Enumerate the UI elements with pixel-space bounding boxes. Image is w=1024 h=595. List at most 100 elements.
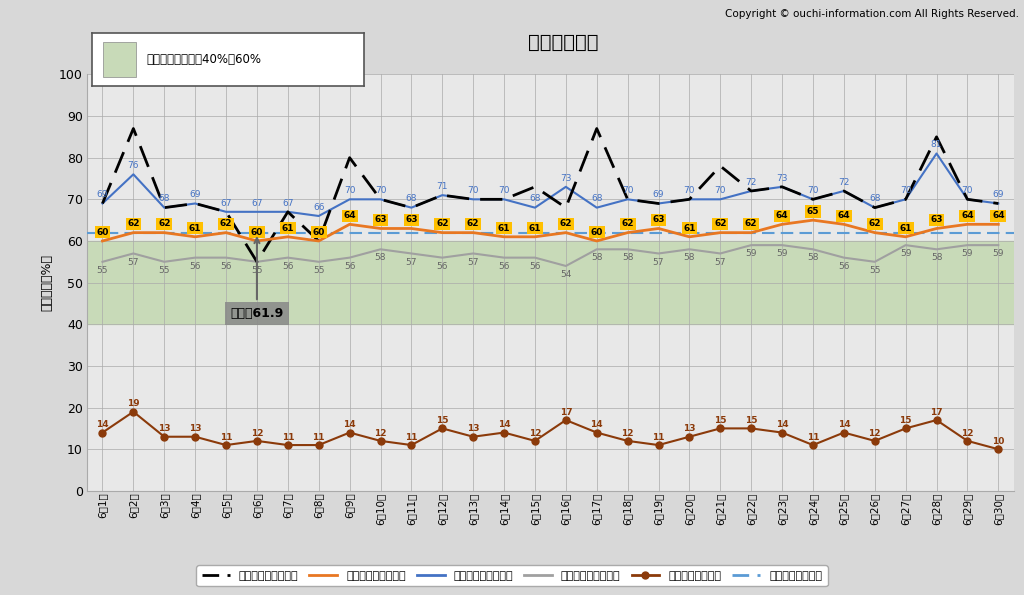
Text: 62: 62: [220, 220, 232, 228]
Text: 70: 70: [375, 186, 386, 195]
Text: 69: 69: [992, 190, 1005, 199]
Text: 70: 70: [807, 186, 819, 195]
Text: 76: 76: [128, 161, 139, 170]
Text: 54: 54: [560, 270, 571, 279]
Text: 63: 63: [374, 215, 387, 224]
Text: 14: 14: [96, 420, 109, 429]
Text: 81: 81: [931, 140, 942, 149]
Text: 55: 55: [159, 266, 170, 275]
Text: 13: 13: [158, 424, 171, 433]
Text: 11: 11: [220, 433, 232, 441]
Text: 12: 12: [962, 428, 974, 437]
Text: 64: 64: [992, 211, 1005, 220]
Text: 64: 64: [776, 211, 788, 220]
Text: 56: 56: [344, 262, 355, 271]
Text: 59: 59: [745, 249, 757, 258]
Bar: [87, 241, 1014, 324]
Text: 58: 58: [375, 253, 386, 262]
Text: 71: 71: [436, 182, 449, 191]
Text: 62: 62: [467, 220, 479, 228]
Text: 相対湿度比較: 相対湿度比較: [528, 33, 598, 52]
Text: 67: 67: [220, 199, 231, 208]
Text: 56: 56: [436, 262, 449, 271]
Text: 69: 69: [96, 190, 109, 199]
Text: 68: 68: [406, 195, 417, 203]
Text: 70: 70: [499, 186, 510, 195]
Text: 14: 14: [343, 420, 356, 429]
Text: 65: 65: [807, 207, 819, 216]
Text: 17: 17: [559, 408, 572, 416]
Text: 58: 58: [807, 253, 819, 262]
Text: 59: 59: [776, 249, 787, 258]
Text: 55: 55: [869, 266, 881, 275]
Text: 67: 67: [251, 199, 263, 208]
Text: 57: 57: [715, 258, 726, 267]
Text: 68: 68: [529, 195, 541, 203]
Text: 64: 64: [962, 211, 974, 220]
Text: 14: 14: [498, 420, 510, 429]
Text: 68: 68: [591, 195, 602, 203]
Text: 55: 55: [251, 266, 263, 275]
Text: 12: 12: [251, 428, 263, 437]
Text: 69: 69: [652, 190, 665, 199]
Text: 56: 56: [220, 262, 231, 271]
Text: 13: 13: [188, 424, 202, 433]
Text: 11: 11: [312, 433, 325, 441]
Text: 55: 55: [96, 266, 109, 275]
Text: 70: 70: [467, 186, 479, 195]
Text: 67: 67: [282, 199, 294, 208]
Text: 56: 56: [282, 262, 294, 271]
Text: 12: 12: [528, 428, 542, 437]
Text: 62: 62: [744, 220, 758, 228]
Text: 15: 15: [899, 416, 912, 425]
Text: 73: 73: [560, 174, 571, 183]
Text: 70: 70: [684, 186, 695, 195]
Text: 60: 60: [591, 228, 603, 237]
Text: 56: 56: [499, 262, 510, 271]
Text: 70: 70: [622, 186, 634, 195]
Text: 58: 58: [622, 253, 634, 262]
Text: 15: 15: [714, 416, 727, 425]
Legend: 屋外の平均相対湿度, 一日の平均相対湿度, 一日の最高相対湿度, 一日の最低相対湿度, 屋内の相対湿度差, 月の平均相対湿度: 屋外の平均相対湿度, 一日の平均相対湿度, 一日の最高相対湿度, 一日の最低相対…: [197, 565, 827, 587]
Text: 62: 62: [868, 220, 881, 228]
Text: 70: 70: [900, 186, 911, 195]
Text: 17: 17: [930, 408, 943, 416]
Text: 61: 61: [498, 224, 510, 233]
Text: 14: 14: [591, 420, 603, 429]
Text: 57: 57: [406, 258, 417, 267]
Text: 56: 56: [529, 262, 541, 271]
Text: 62: 62: [436, 220, 449, 228]
Text: 58: 58: [931, 253, 942, 262]
Text: 14: 14: [838, 420, 850, 429]
Text: 72: 72: [745, 178, 757, 187]
Text: 11: 11: [282, 433, 294, 441]
Text: 19: 19: [127, 399, 139, 408]
Text: 64: 64: [343, 211, 356, 220]
Text: 73: 73: [776, 174, 787, 183]
Text: 68: 68: [159, 195, 170, 203]
Text: 15: 15: [436, 416, 449, 425]
Text: 70: 70: [962, 186, 973, 195]
Text: 62: 62: [127, 220, 139, 228]
Text: 10: 10: [992, 437, 1005, 446]
Text: 11: 11: [406, 433, 418, 441]
Text: 61: 61: [899, 224, 912, 233]
Text: 66: 66: [313, 203, 325, 212]
Text: 72: 72: [839, 178, 850, 187]
Text: 61: 61: [528, 224, 542, 233]
Text: 60: 60: [251, 228, 263, 237]
Text: 70: 70: [715, 186, 726, 195]
Text: 14: 14: [776, 420, 788, 429]
Text: 57: 57: [128, 258, 139, 267]
Text: 60: 60: [96, 228, 109, 237]
Text: 11: 11: [807, 433, 819, 441]
Text: 13: 13: [467, 424, 479, 433]
Text: 60: 60: [312, 228, 325, 237]
Text: 64: 64: [838, 211, 850, 220]
Text: 61: 61: [683, 224, 695, 233]
Text: 59: 59: [992, 249, 1005, 258]
Text: 55: 55: [313, 266, 325, 275]
Text: 11: 11: [652, 433, 665, 441]
Text: 12: 12: [622, 428, 634, 437]
Text: 62: 62: [622, 220, 634, 228]
